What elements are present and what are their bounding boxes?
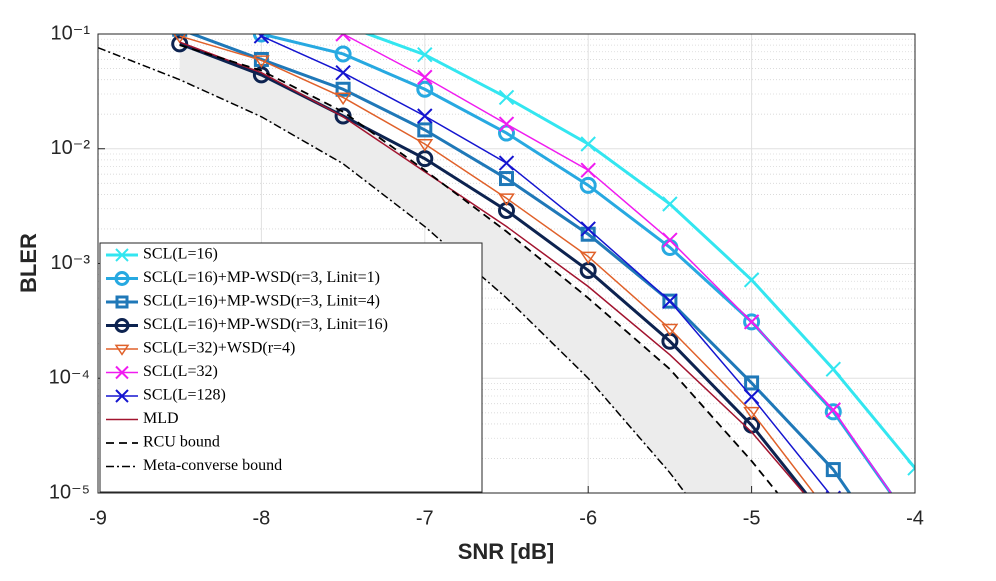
marker xyxy=(498,89,515,106)
legend-label: SCL(L=16) xyxy=(143,246,218,263)
y-tick-label: 10⁻⁵ xyxy=(49,481,90,503)
marker xyxy=(114,318,130,333)
marker xyxy=(743,314,760,330)
marker xyxy=(498,124,515,142)
x-tick-label: -5 xyxy=(743,507,761,529)
legend-label: RCU bound xyxy=(143,434,220,451)
marker xyxy=(743,389,760,405)
series-line xyxy=(179,35,815,493)
marker xyxy=(824,403,842,421)
marker xyxy=(825,361,842,377)
marker xyxy=(499,171,514,187)
marker xyxy=(171,35,189,53)
marker xyxy=(580,162,596,178)
marker xyxy=(115,295,129,309)
marker xyxy=(115,365,129,380)
x-tick-label: -8 xyxy=(253,507,271,529)
series-line xyxy=(261,34,893,493)
marker xyxy=(825,402,842,418)
marker xyxy=(417,122,433,138)
x-tick-label: -6 xyxy=(579,507,597,529)
legend-label: SCL(L=16)+MP-WSD(r=3, Linit=4) xyxy=(143,293,380,310)
legend: SCL(L=16) SCL(L=16)+MP-WSD(r=3, Linit=1) S… xyxy=(99,242,483,493)
marker xyxy=(662,293,678,309)
marker xyxy=(579,251,597,265)
legend-label: SCL(L=16)+MP-WSD(r=3, Linit=1) xyxy=(143,269,380,286)
marker xyxy=(172,34,188,37)
marker xyxy=(334,92,352,106)
marker xyxy=(335,64,351,81)
y-tick-label: 10⁻² xyxy=(51,137,91,159)
y-tick-label: 10⁻³ xyxy=(51,252,91,274)
marker xyxy=(114,344,130,356)
series-line xyxy=(179,42,808,493)
marker xyxy=(662,196,678,212)
marker xyxy=(335,81,351,97)
marker xyxy=(335,34,351,42)
marker xyxy=(907,460,915,476)
marker xyxy=(580,136,596,152)
series-line xyxy=(188,34,852,493)
marker xyxy=(744,375,760,391)
legend-box xyxy=(99,242,483,493)
y-tick-label: 10⁻⁴ xyxy=(49,367,90,389)
series-line xyxy=(179,41,805,493)
marker xyxy=(498,116,515,132)
legend-label: MLD xyxy=(143,410,179,427)
legend-label: Meta-converse bound xyxy=(143,457,282,474)
series-line xyxy=(98,46,687,493)
marker xyxy=(336,18,350,32)
marker xyxy=(334,45,352,63)
marker xyxy=(826,521,840,535)
legend-label: SCL(L=32) xyxy=(143,363,218,380)
x-axis-title: SNR [dB] xyxy=(458,539,555,564)
legend-label: SCL(L=16)+MP-WSD(r=3, Linit=16) xyxy=(143,316,388,333)
marker xyxy=(662,232,678,248)
marker xyxy=(417,69,433,85)
x-tick-label: -7 xyxy=(416,507,434,529)
marker xyxy=(743,406,761,420)
marker xyxy=(498,155,515,171)
marker xyxy=(252,55,270,68)
marker xyxy=(743,313,761,331)
marker xyxy=(662,293,678,309)
series-line xyxy=(363,34,915,469)
marker xyxy=(115,248,129,262)
series-line xyxy=(261,35,831,493)
marker xyxy=(826,514,840,525)
plot xyxy=(98,18,915,535)
marker xyxy=(498,193,515,206)
x-tick-label: -9 xyxy=(89,507,107,529)
marker xyxy=(173,34,187,44)
marker xyxy=(115,389,129,403)
legend-label: SCL(L=128) xyxy=(143,387,226,404)
legend-label: SCL(L=32)+WSD(r=4) xyxy=(143,340,295,357)
marker xyxy=(580,221,596,237)
marker xyxy=(416,139,434,152)
marker xyxy=(825,462,841,478)
marker xyxy=(253,34,270,44)
series-line xyxy=(342,34,892,493)
marker xyxy=(417,108,433,124)
marker xyxy=(416,80,434,98)
shaded-band xyxy=(179,45,752,493)
marker xyxy=(114,271,130,286)
y-axis-title: BLER xyxy=(16,233,41,293)
y-tick-label: 10⁻¹ xyxy=(51,22,91,44)
marker xyxy=(743,272,760,288)
marker xyxy=(417,47,433,63)
marker xyxy=(252,34,270,43)
marker xyxy=(579,176,597,194)
series-line xyxy=(179,44,779,493)
x-tick-label: -4 xyxy=(906,507,924,529)
marker xyxy=(661,323,679,337)
